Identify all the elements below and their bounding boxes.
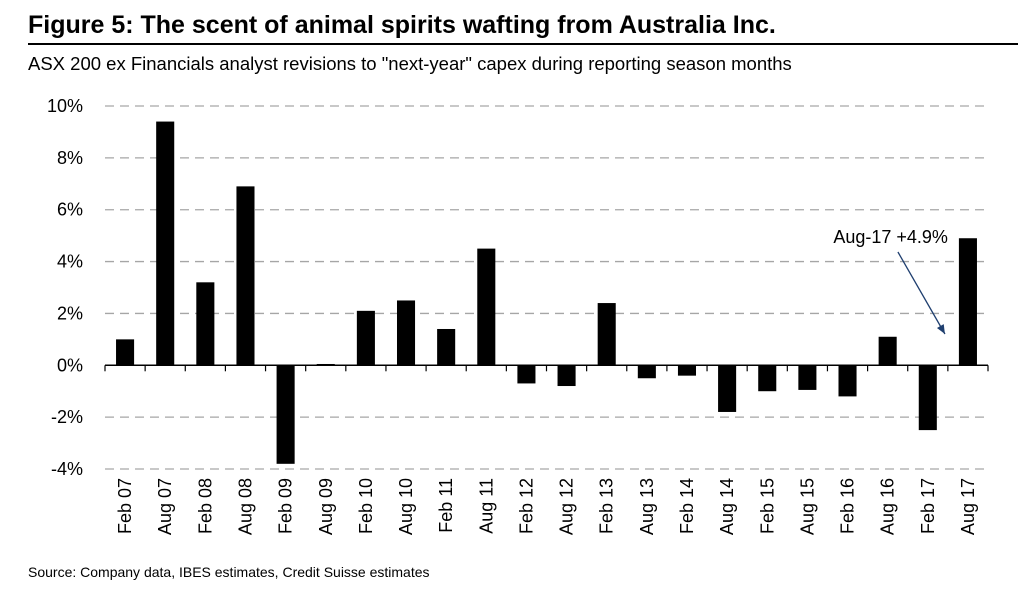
- figure-title: Figure 5: The scent of animal spirits wa…: [28, 11, 776, 39]
- title-rule: [28, 43, 1018, 45]
- bar-aug-16: [878, 336, 897, 366]
- bar-feb-16: [838, 365, 857, 397]
- y-tick-label: 6%: [57, 200, 83, 220]
- y-tick-label: 8%: [57, 148, 83, 168]
- bar-aug-15: [798, 365, 817, 390]
- annotation: Aug-17 +4.9%: [833, 227, 948, 335]
- bar-aug-07: [156, 121, 175, 366]
- x-tick-label: Aug 12: [557, 478, 577, 535]
- x-axis: [104, 364, 989, 372]
- y-tick-label: -2%: [51, 407, 83, 427]
- x-tick-label: Feb 07: [115, 478, 135, 534]
- y-tick-label: 0%: [57, 355, 83, 375]
- x-axis-ticks: Feb 07 Aug 07 Feb 08 Aug 08 Feb 09 Aug 09 Feb …: [115, 478, 978, 535]
- y-tick-label: 10%: [47, 96, 83, 116]
- bar-feb-13: [597, 303, 616, 366]
- chart-subtitle: ASX 200 ex Financials analyst revisions …: [28, 53, 792, 74]
- annotation-arrowhead: [936, 324, 945, 334]
- x-tick-label: Aug 11: [476, 478, 496, 534]
- bar-aug-17: [958, 238, 977, 366]
- y-tick-label: -4%: [51, 459, 83, 479]
- bar-feb-12: [517, 365, 536, 384]
- x-tick-label: Feb 15: [757, 478, 777, 534]
- bar-aug-14: [718, 365, 737, 412]
- bar-feb-08: [196, 282, 215, 366]
- y-axis-ticks: -4% -2% 0% 2% 4% 6% 8% 10%: [47, 96, 83, 479]
- bar-aug-13: [637, 365, 656, 379]
- x-tick-label: Feb 10: [356, 478, 376, 534]
- x-tick-label: Aug 10: [396, 478, 416, 535]
- x-tick-label: Aug 17: [958, 478, 978, 535]
- bar-feb-15: [758, 365, 777, 392]
- bar-aug-10: [396, 300, 416, 366]
- bar-feb-10: [356, 310, 375, 366]
- x-tick-label: Aug 13: [637, 478, 657, 535]
- bar-feb-17: [918, 365, 937, 431]
- source-note: Source: Company data, IBES estimates, Cr…: [28, 564, 430, 580]
- y-tick-label: 2%: [57, 303, 83, 323]
- y-tick-label: 4%: [57, 252, 83, 272]
- bar-feb-11: [437, 328, 456, 366]
- gridlines: [105, 105, 988, 470]
- x-tick-label: Feb 17: [918, 478, 938, 534]
- x-tick-label: Feb 14: [677, 478, 697, 534]
- annotation-arrow-line: [897, 251, 946, 335]
- bars: [116, 121, 977, 464]
- x-tick-label: Aug 16: [878, 478, 898, 535]
- x-tick-label: Aug 07: [155, 478, 175, 535]
- x-tick-label: Feb 13: [597, 478, 617, 534]
- bar-chart: -4% -2% 0% 2% 4% 6% 8% 10% Feb 07 Aug 07 Feb 08 Au…: [47, 96, 989, 535]
- bar-aug-08: [236, 186, 255, 366]
- x-tick-label: Feb 16: [838, 478, 858, 534]
- x-tick-label: Aug 14: [717, 478, 737, 535]
- x-tick-label: Feb 08: [195, 478, 215, 534]
- bar-aug-12: [557, 365, 576, 387]
- x-tick-label: Aug 15: [797, 478, 817, 535]
- x-tick-label: Aug 09: [316, 478, 336, 535]
- x-tick-label: Feb 11: [436, 478, 456, 533]
- bar-feb-09: [276, 365, 295, 464]
- x-tick-label: Feb 12: [516, 478, 536, 534]
- bar-aug-11: [477, 248, 496, 366]
- bar-feb-14: [677, 365, 697, 376]
- bar-feb-07: [116, 339, 135, 366]
- annotation-label: Aug-17 +4.9%: [833, 227, 948, 247]
- x-tick-label: Aug 08: [235, 478, 255, 535]
- x-tick-label: Feb 09: [276, 478, 296, 534]
